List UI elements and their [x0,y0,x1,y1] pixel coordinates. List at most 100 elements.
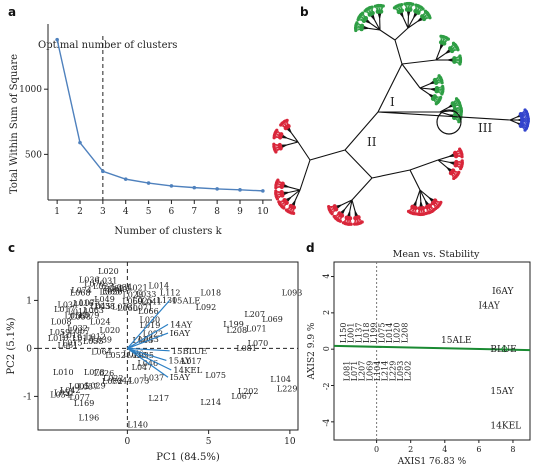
branch [403,17,408,28]
point-cluster-label: L054 [50,391,71,400]
leaf [327,205,330,208]
y-tick-label: 1 [26,296,32,306]
y-axis-label: PC2 (5.1%) [6,317,17,374]
point-cluster-label: L064 [91,347,112,356]
series-line [57,40,263,191]
y-tick-label: -4 [322,419,331,427]
data-point [261,189,265,193]
point-cluster-label: L078 [84,368,105,377]
point-label: L069 [262,315,283,324]
x-tick-label: 4 [123,207,129,217]
point-label: L067 [231,392,252,401]
point-label: L208 [227,326,248,335]
loading-label: 15ALE [172,296,201,306]
point-label: L005 [69,382,90,391]
cluster-label-I: I [390,95,395,109]
environment-label: 14KEL [490,421,521,431]
data-point [124,177,128,181]
y-tick-label: 4 [322,274,331,279]
data-point [78,141,82,145]
loading-label: 15BLUE [172,347,208,357]
point-label: L010 [48,334,69,343]
y-tick-label: 0 [26,344,32,354]
point-label: L018 [201,289,222,298]
panel-label: c [8,241,15,255]
point-label: L229 [277,385,298,394]
branch [286,142,298,145]
point-label: L214 [201,398,222,407]
leaf [428,16,431,19]
data-point [238,188,242,192]
x-axis-label: Number of clusters k [114,226,222,237]
y-tick-label: 2 [322,310,331,315]
branch [420,84,430,88]
branch [310,150,345,160]
leaf [452,177,455,180]
chart-title: Mean vs. Stability [393,249,480,260]
data-point [170,184,174,188]
x-tick-label: 5 [146,207,152,217]
leaf [435,102,438,105]
point-label: L008 [51,317,72,326]
leaf [447,38,450,41]
point-label: L140 [127,421,148,430]
y-tick-label: -2 [322,383,331,391]
y-tick-label: 0 [322,346,331,351]
data-point [192,186,196,190]
genotype-label: L202 [404,361,413,382]
data-point [101,170,105,174]
point-label: L093 [282,289,303,298]
point-cluster-label: L074 [71,286,92,295]
environment-label: I6AY [492,287,514,297]
leaf [361,11,364,14]
loading-label: 15AY [168,356,191,366]
point-label: L196 [79,413,100,422]
panel-label: d [306,241,315,255]
leaf [459,167,462,170]
x-tick-label: 4 [442,445,447,454]
leaf [523,128,526,131]
point-label: L034 [58,301,79,310]
leaf [440,92,443,95]
branch [372,170,410,178]
leaf [355,21,358,24]
x-axis-label: AXIS1 76.83 % [397,457,467,467]
y-tick-label: -1 [23,392,32,402]
point-label: L020 [98,267,119,276]
leaf [460,155,463,158]
branch [380,30,395,40]
x-tick-label: 7 [191,207,197,217]
branch [438,156,449,160]
x-tick-label: 8 [510,445,515,454]
point-cluster-label: L075 [79,298,100,307]
leaf [286,119,289,122]
point-label: L104 [270,375,291,384]
panel-a: a50010001 2 3 4 5 6 7 8 9 10Number of clusters kT… [8,5,272,237]
branch [402,60,436,64]
x-tick-label: 10 [257,207,269,217]
leaf [277,200,280,203]
branch [410,170,420,190]
leaf [275,129,278,132]
branch [288,187,300,190]
x-tick-label: 6 [476,445,481,454]
data-point [147,181,151,185]
point-cluster-label: L067 [69,327,90,336]
point-cluster-label: L073 [129,376,150,385]
branch [352,200,355,212]
panel-b: bIIIIII [272,2,530,226]
panel-label: b [300,5,309,19]
x-tick-label: 8 [214,207,220,217]
point-label: L217 [149,394,170,403]
point-cluster-label: L079 [79,311,100,320]
leaf [371,5,374,8]
leaf [333,215,336,218]
leaf [272,143,275,146]
branch [345,150,372,178]
x-tick-label: 2 [408,445,413,454]
environment-label: I4AY [479,302,501,312]
environment-label: 15ALE [441,336,472,346]
leaf [411,3,414,6]
x-tick-label: 9 [237,207,243,217]
